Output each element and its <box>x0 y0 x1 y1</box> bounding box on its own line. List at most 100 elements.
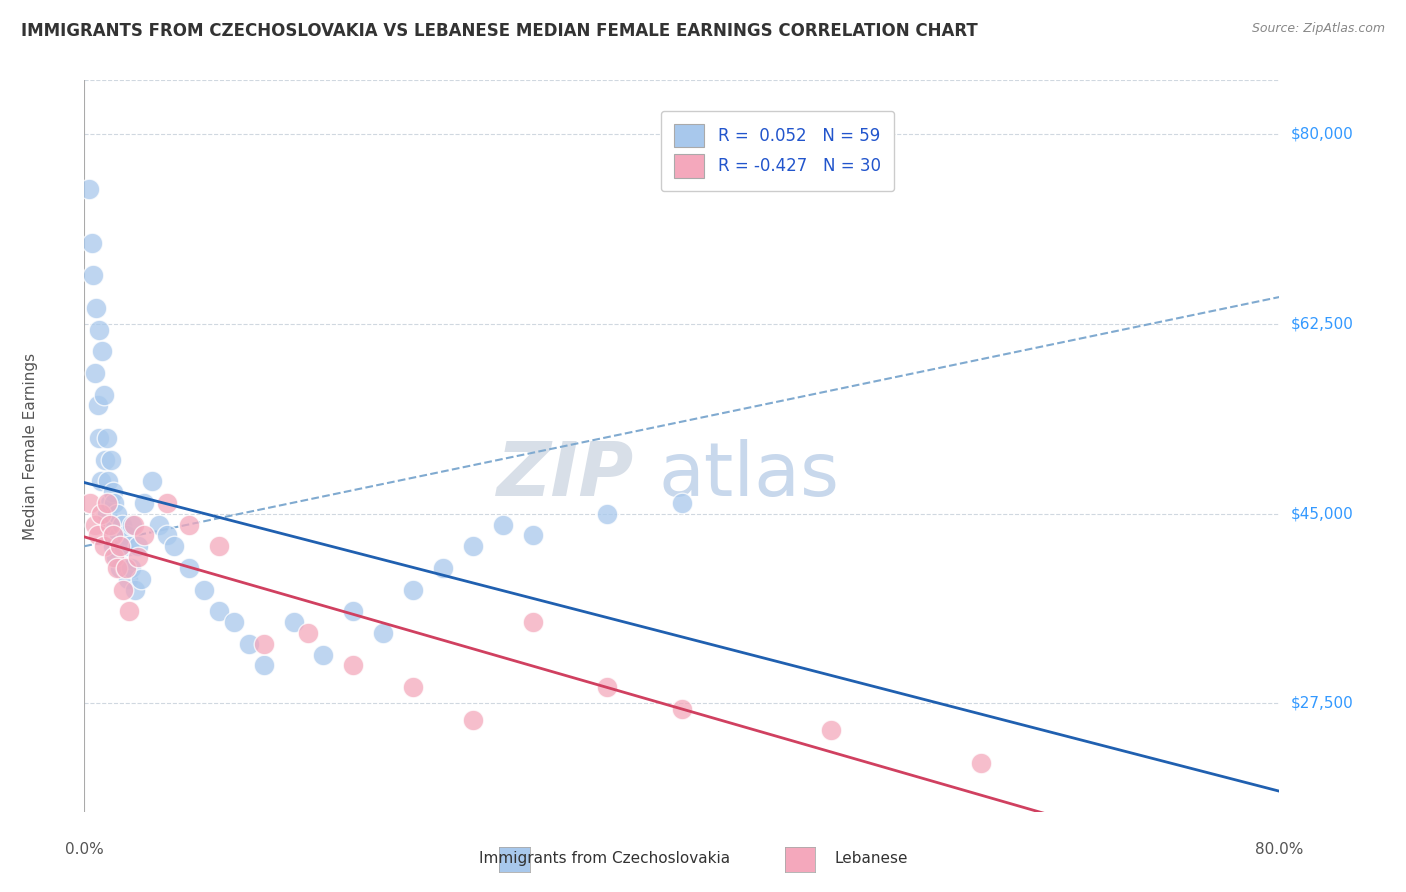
Point <box>86 301 108 315</box>
Point <box>101 539 124 553</box>
Point <box>342 604 364 618</box>
Text: atlas: atlas <box>658 439 839 512</box>
Point <box>89 322 111 336</box>
Text: Source: ZipAtlas.com: Source: ZipAtlas.com <box>1251 22 1385 36</box>
Point <box>492 517 515 532</box>
Point <box>105 507 128 521</box>
Point <box>111 517 134 532</box>
Point <box>402 582 425 597</box>
Point <box>208 539 231 553</box>
Point <box>522 528 544 542</box>
Point <box>671 496 693 510</box>
Point <box>208 604 231 618</box>
Point <box>87 528 110 542</box>
Point <box>100 517 122 532</box>
Point <box>103 528 125 542</box>
Point <box>107 528 129 542</box>
Point <box>90 474 112 488</box>
Legend: R =  0.052   N = 59, R = -0.427   N = 30: R = 0.052 N = 59, R = -0.427 N = 30 <box>661 111 894 191</box>
Point <box>80 235 103 250</box>
Point <box>141 474 163 488</box>
Point <box>93 539 115 553</box>
Point <box>238 637 260 651</box>
Point <box>77 181 100 195</box>
Point <box>342 658 364 673</box>
Point <box>118 539 141 553</box>
Point <box>402 680 425 694</box>
Point <box>132 528 156 542</box>
Point <box>90 507 112 521</box>
Point <box>177 517 200 532</box>
Point <box>103 550 125 565</box>
Point <box>83 366 105 380</box>
Point <box>522 615 544 629</box>
Point <box>96 507 118 521</box>
Point <box>671 702 693 716</box>
Text: Immigrants from Czechoslovakia: Immigrants from Czechoslovakia <box>479 851 730 865</box>
Text: 80.0%: 80.0% <box>1256 842 1303 857</box>
Point <box>596 507 619 521</box>
Point <box>132 496 156 510</box>
Point <box>114 561 136 575</box>
Point <box>79 496 101 510</box>
Point <box>112 582 135 597</box>
Point <box>110 539 132 553</box>
Point <box>373 626 395 640</box>
Point <box>101 528 124 542</box>
Text: $80,000: $80,000 <box>1291 127 1354 142</box>
Point <box>297 626 319 640</box>
Text: $45,000: $45,000 <box>1291 507 1354 521</box>
Point <box>91 344 114 359</box>
Point <box>96 431 118 445</box>
Point <box>93 387 115 401</box>
Point <box>82 268 104 283</box>
Point <box>283 615 305 629</box>
Point <box>122 517 145 532</box>
Text: 0.0%: 0.0% <box>65 842 104 857</box>
Point <box>98 496 121 510</box>
Point <box>110 561 132 575</box>
Point <box>163 539 186 553</box>
Point <box>97 474 120 488</box>
Text: ZIP: ZIP <box>496 439 634 512</box>
Point <box>148 517 170 532</box>
Point <box>127 550 149 565</box>
Point <box>253 658 276 673</box>
Point <box>312 648 335 662</box>
Point <box>117 572 139 586</box>
Point <box>115 561 138 575</box>
Text: IMMIGRANTS FROM CZECHOSLOVAKIA VS LEBANESE MEDIAN FEMALE EARNINGS CORRELATION CH: IMMIGRANTS FROM CZECHOSLOVAKIA VS LEBANE… <box>21 22 977 40</box>
Point <box>112 539 135 553</box>
Point <box>127 539 149 553</box>
Text: Median Female Earnings: Median Female Earnings <box>22 352 38 540</box>
Point <box>253 637 276 651</box>
Point <box>155 496 177 510</box>
Point <box>104 550 127 565</box>
Point <box>461 713 484 727</box>
Point <box>970 756 993 770</box>
Point <box>115 528 138 542</box>
Text: Lebanese: Lebanese <box>835 851 908 865</box>
Point <box>177 561 200 575</box>
Point <box>222 615 245 629</box>
Point <box>129 572 152 586</box>
Point <box>820 723 842 738</box>
Point <box>101 485 124 500</box>
Point <box>103 496 125 510</box>
Point <box>121 517 143 532</box>
Point <box>87 398 110 412</box>
Point <box>96 496 118 510</box>
Point <box>155 528 177 542</box>
Point <box>120 561 142 575</box>
Point <box>124 582 146 597</box>
Point <box>118 604 141 618</box>
Point <box>193 582 215 597</box>
Point <box>89 431 111 445</box>
Text: $27,500: $27,500 <box>1291 696 1354 711</box>
Point <box>98 517 121 532</box>
Point <box>94 452 117 467</box>
Point <box>461 539 484 553</box>
Point <box>105 561 128 575</box>
Point <box>100 452 122 467</box>
Point <box>83 517 105 532</box>
